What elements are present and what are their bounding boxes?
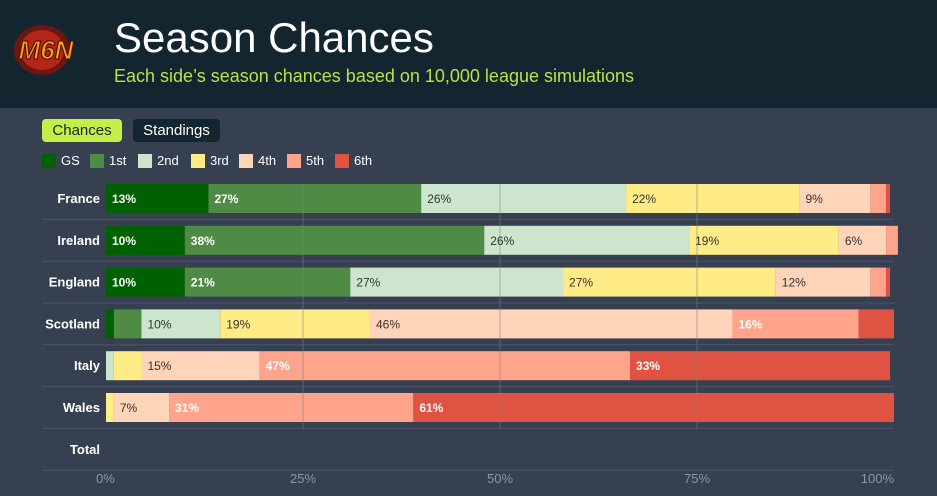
data-label: 6% xyxy=(845,234,863,248)
bar-segment xyxy=(732,309,859,339)
page-title: Season Chances xyxy=(114,14,434,61)
legend-label: 4th xyxy=(258,153,277,168)
bar-segment xyxy=(886,267,891,297)
row-label: Total xyxy=(70,442,100,457)
bar-segment xyxy=(630,351,891,381)
legend-label: GS xyxy=(61,153,80,168)
x-tick-label: 75% xyxy=(684,471,710,486)
data-label: 7% xyxy=(120,401,138,415)
data-label: 38% xyxy=(191,234,215,248)
legend-label: 1st xyxy=(109,153,127,168)
bar-segment xyxy=(886,225,898,255)
data-label: 21% xyxy=(191,276,215,290)
legend-swatch xyxy=(239,154,253,168)
bar-segment xyxy=(208,184,422,213)
legend-swatch xyxy=(90,154,104,168)
data-label: 19% xyxy=(226,317,250,331)
data-label: 27% xyxy=(214,192,238,206)
bar-segment xyxy=(184,225,485,255)
legend-label: 2nd xyxy=(157,153,179,168)
data-label: 10% xyxy=(112,234,136,248)
tab-standings[interactable]: Standings xyxy=(133,119,220,142)
bar-segment xyxy=(106,267,185,297)
bar-segment xyxy=(870,184,887,213)
row-label: Italy xyxy=(74,358,101,373)
data-label: 19% xyxy=(695,234,719,248)
data-label: 13% xyxy=(112,192,136,206)
data-label: 22% xyxy=(632,192,656,206)
row-label: France xyxy=(57,191,100,206)
bar-segment xyxy=(413,393,894,422)
data-label: 26% xyxy=(490,234,514,248)
gridlines xyxy=(302,184,698,429)
data-label: 46% xyxy=(376,317,400,331)
legend-swatch xyxy=(42,154,56,168)
data-label: 26% xyxy=(427,192,451,206)
bar-segment xyxy=(799,184,871,213)
row-label: England xyxy=(49,275,100,290)
data-label: 12% xyxy=(782,276,806,290)
data-label: 31% xyxy=(175,401,199,415)
bar-segment xyxy=(259,351,631,381)
bar-segment xyxy=(106,309,114,339)
legend-swatch xyxy=(138,154,152,168)
legend-swatch xyxy=(287,154,301,168)
bar-segment xyxy=(141,351,260,381)
bar-segment xyxy=(106,225,185,255)
data-label: 10% xyxy=(147,317,171,331)
bar-segment xyxy=(858,309,894,339)
logo-text: M6N xyxy=(19,35,75,65)
x-tick-label: 25% xyxy=(290,471,316,486)
bar-segment xyxy=(886,184,891,213)
bar-segment xyxy=(106,184,209,213)
header: M6N Season Chances Each side’s season ch… xyxy=(0,0,937,108)
legend-label: 5th xyxy=(306,153,325,168)
data-label: 47% xyxy=(266,359,290,373)
row-label: Wales xyxy=(63,400,100,415)
bar-segment xyxy=(169,393,414,422)
legend-label: 6th xyxy=(354,153,373,168)
bar-segment xyxy=(141,309,221,339)
x-tick-label: 50% xyxy=(487,471,513,486)
bar-segment xyxy=(838,225,887,255)
season-chances-chart: France 13% 27% 26% 22% 9% Ireland 10% 38% 26% 19% 6… xyxy=(42,184,898,486)
x-tick-label: 100% xyxy=(861,471,895,486)
bar-segment xyxy=(106,351,114,381)
row-label: Ireland xyxy=(57,233,100,248)
bar-segment xyxy=(184,267,351,297)
bar-segment xyxy=(350,267,564,297)
bar-segment xyxy=(113,309,142,339)
data-label: 10% xyxy=(112,276,136,290)
data-label: 27% xyxy=(569,276,593,290)
bar-segment xyxy=(113,393,170,422)
legend-swatch xyxy=(335,154,349,168)
bar-segment xyxy=(220,309,370,339)
bar-segment xyxy=(421,184,627,213)
page-subtitle: Each side’s season chances based on 10,0… xyxy=(114,66,635,86)
labels: France 13% 27% 26% 22% 9% Ireland 10% 38% 26% 19% 6… xyxy=(45,191,894,486)
bar-segment xyxy=(563,267,776,297)
data-label: 27% xyxy=(356,276,380,290)
bars xyxy=(42,184,898,471)
data-label: 61% xyxy=(419,401,443,415)
m6n-logo: M6N xyxy=(14,25,75,75)
bar-segment xyxy=(106,393,114,422)
bar-segment xyxy=(626,184,800,213)
data-label: 16% xyxy=(738,317,762,331)
tab-chances[interactable]: Chances xyxy=(42,119,122,142)
data-label: 15% xyxy=(147,359,171,373)
row-label: Scotland xyxy=(45,316,100,331)
legend-label: 3rd xyxy=(210,153,229,168)
legend-swatch xyxy=(191,154,205,168)
bar-segment xyxy=(369,309,733,339)
bar-segment xyxy=(484,225,690,255)
data-label: 9% xyxy=(805,192,823,206)
bar-segment xyxy=(775,267,871,297)
bar-segment xyxy=(113,351,142,381)
data-label: 33% xyxy=(636,359,660,373)
bar-segment xyxy=(870,267,887,297)
bar-segment xyxy=(689,225,839,255)
x-tick-label: 0% xyxy=(96,471,115,486)
